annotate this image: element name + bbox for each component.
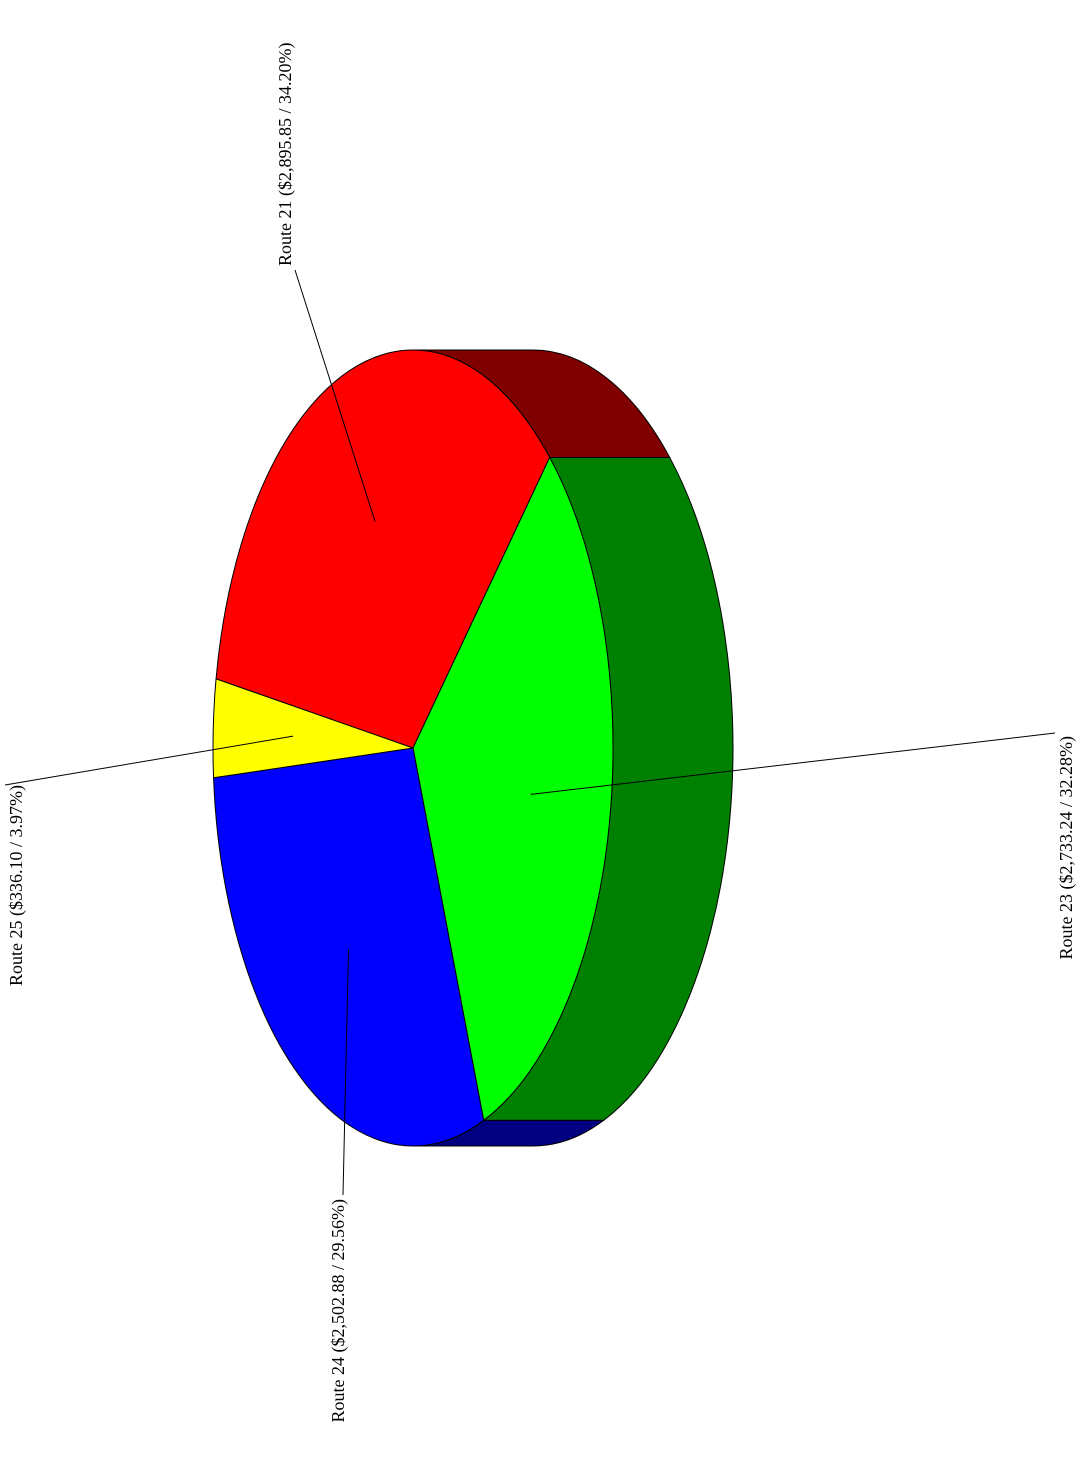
leader-line — [294, 269, 376, 522]
slice-label: Route 23 ($2,733.24 / 32.28%) — [1056, 736, 1077, 959]
leader-line — [342, 949, 350, 1196]
slice-label: Route 21 ($2,895.85 / 34.20%) — [275, 43, 296, 266]
leader-line — [4, 735, 294, 786]
leader-line — [530, 732, 1056, 795]
slice — [213, 747, 485, 1147]
slice — [212, 678, 414, 779]
slice-label: Route 25 ($336.10 / 3.97%) — [6, 785, 27, 986]
slice — [412, 456, 614, 1122]
slice — [215, 349, 551, 749]
pie-group: Route 21 ($2,895.85 / 34.20%) Route 23 ($… — [4, 43, 1077, 1422]
slice-label: Route 24 ($2,502.88 / 29.56%) — [328, 1199, 349, 1422]
